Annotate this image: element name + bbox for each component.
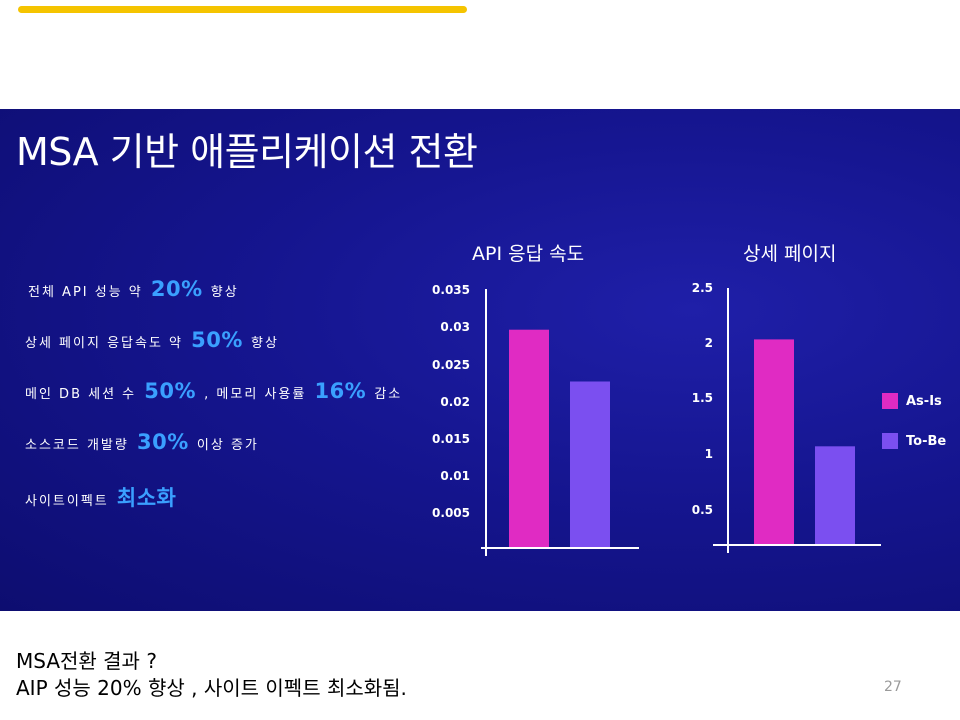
bullet-text: 향상 (244, 336, 279, 351)
y-tick-label: 1 (705, 447, 713, 461)
bullet-text: 소스코드 개발량 (25, 438, 135, 453)
bar-to-be (570, 381, 610, 548)
bullet-item: 사이트이펙트 최소화 (25, 482, 178, 512)
y-tick-label: 0.01 (440, 469, 470, 483)
legend-label: To-Be (906, 433, 947, 449)
legend-swatch (882, 393, 898, 409)
y-tick-label: 0.02 (440, 395, 470, 409)
legend-swatch (882, 433, 898, 449)
chart-title-api: API 응답 속도 (472, 243, 585, 265)
y-tick-label: 2 (705, 336, 713, 350)
slide-content: MSA 기반 애플리케이션 전환 전체 API 성능 약 20% 향상 상세 페… (0, 109, 960, 611)
bullet-item: 상세 페이지 응답속도 약 50% 향상 (25, 328, 279, 352)
bullet-highlight: 50% (191, 328, 243, 352)
bullet-highlight: 16% (314, 379, 367, 403)
bullet-text: 메인 DB 세션 수 (25, 387, 143, 402)
y-tick-label: 0.03 (440, 320, 470, 334)
notes-line: MSA전환 결과 ? (16, 649, 157, 673)
page-number: 27 (884, 679, 902, 695)
chart-title-detail: 상세 페이지 (743, 243, 837, 265)
legend-item-to-be: To-Be (882, 433, 946, 449)
bullet-item: 전체 API 성능 약 20% 향상 (28, 277, 239, 301)
bullet-highlight: 20% (150, 277, 203, 301)
y-tick-label: 0.5 (692, 503, 713, 517)
bullet-text: 상세 페이지 응답속도 약 (25, 336, 190, 351)
bullet-text: 감소 (368, 387, 403, 402)
y-tick-label: 1.5 (692, 391, 713, 405)
bar-as-is (754, 339, 794, 545)
y-tick-label: 0.005 (432, 506, 470, 520)
bullet-item: 메인 DB 세션 수 50% , 메모리 사용률 16% 감소 (25, 379, 402, 403)
legend-item-as-is: As-Is (882, 393, 942, 409)
speaker-notes: MSA전환 결과 ? AIP 성능 20% 향상 , 사이트 이펙트 최소화됨. (16, 648, 407, 702)
bullet-highlight: 50% (144, 379, 197, 403)
bullet-text: 사이트이펙트 (25, 494, 115, 509)
legend-label: As-Is (906, 393, 942, 409)
y-tick-label: 0.035 (432, 283, 470, 297)
y-tick-label: 0.025 (432, 358, 470, 372)
api-response-chart: 0.005 0.01 0.015 0.02 0.025 0.03 0.035 (432, 283, 639, 556)
bullet-text: 이상 증가 (190, 438, 259, 453)
accent-bar (18, 6, 467, 13)
y-tick-label: 2.5 (692, 281, 713, 295)
bullet-highlight: 최소화 (116, 486, 177, 510)
bullet-text: 전체 API 성능 약 (28, 285, 149, 300)
bar-to-be (815, 446, 855, 545)
notes-line: AIP 성능 20% 향상 , 사이트 이펙트 최소화됨. (16, 676, 407, 700)
bullet-item: 소스코드 개발량 30% 이상 증가 (25, 430, 259, 454)
y-tick-label: 0.015 (432, 432, 470, 446)
bullet-text: 향상 (204, 285, 239, 300)
slide-title: MSA 기반 애플리케이션 전환 (16, 130, 478, 174)
detail-page-chart: 0.5 1 1.5 2 2.5 (692, 281, 881, 553)
bullet-highlight: 30% (137, 430, 189, 454)
bar-as-is (509, 329, 549, 548)
bullet-text: , 메모리 사용률 (198, 387, 313, 402)
